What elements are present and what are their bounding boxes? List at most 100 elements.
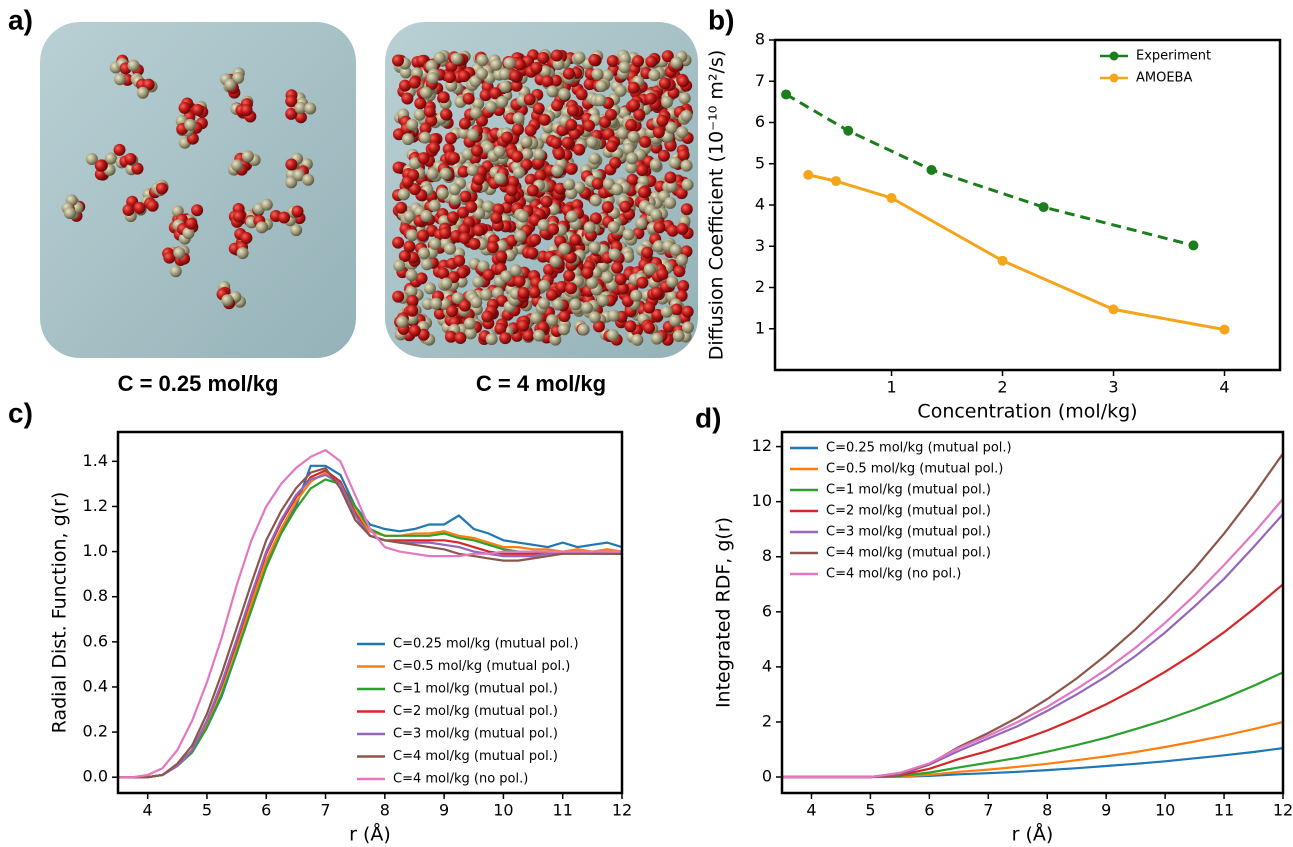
atom (664, 196, 677, 209)
atom (185, 217, 198, 230)
atom (232, 210, 245, 223)
legend-label: C=1 mol/kg (mutual pol.) (393, 682, 558, 697)
atom (512, 112, 525, 125)
atom (660, 96, 673, 109)
atom (558, 310, 571, 323)
atom (543, 263, 556, 276)
atom (63, 207, 76, 220)
atom (122, 203, 135, 216)
atom (660, 305, 673, 318)
series-line (782, 583, 1284, 779)
atom (558, 88, 571, 101)
atom (606, 54, 619, 67)
atom (401, 92, 414, 105)
atom (457, 165, 470, 178)
atom (509, 264, 522, 277)
atom (524, 173, 537, 186)
atom (664, 171, 677, 184)
atom (464, 327, 477, 340)
atom (94, 159, 107, 172)
atom (428, 141, 441, 154)
series-line (782, 747, 1284, 779)
atom (405, 269, 418, 282)
atom (577, 323, 590, 336)
y-tick-label: 0 (762, 767, 772, 786)
atom (512, 166, 525, 179)
atom (433, 51, 446, 64)
atom (604, 108, 617, 121)
atom (440, 277, 453, 290)
atom (458, 117, 471, 130)
solvent-box (40, 22, 356, 358)
atom (539, 65, 552, 78)
atom (503, 57, 516, 70)
panel-label: a) (8, 4, 33, 35)
legend-label: C=2 mol/kg (mutual pol.) (826, 504, 991, 519)
x-tick-label: 4 (806, 801, 816, 820)
series-line (782, 498, 1284, 779)
atom (392, 54, 405, 67)
atom (551, 164, 564, 177)
x-tick-label: 7 (983, 801, 993, 820)
atom (626, 173, 639, 186)
atom (420, 86, 433, 99)
atom (463, 317, 476, 330)
atom (534, 169, 547, 182)
atom (644, 92, 657, 105)
atom (573, 143, 586, 156)
legend-label: C=4 mol/kg (mutual pol.) (393, 749, 558, 764)
atom (677, 148, 690, 161)
atom (472, 97, 485, 110)
atom (680, 109, 693, 122)
legend-label: C=3 mol/kg (mutual pol.) (393, 727, 558, 742)
y-tick-label: 10 (752, 491, 772, 510)
atom (594, 94, 607, 107)
atom (466, 128, 479, 141)
atom (616, 282, 629, 295)
x-tick-label: 5 (202, 801, 212, 820)
atom (630, 289, 643, 302)
atom (184, 118, 197, 131)
x-tick-label: 7 (320, 801, 330, 820)
atom (302, 173, 315, 186)
atom (670, 56, 683, 69)
atom (637, 186, 650, 199)
atom (240, 231, 253, 244)
atom (554, 182, 567, 195)
atom (626, 152, 639, 165)
atom (417, 247, 430, 260)
atom (191, 103, 204, 116)
atom (513, 58, 526, 71)
atom (631, 333, 644, 346)
atom (285, 176, 298, 189)
atom (595, 79, 608, 92)
y-tick-label: 0.4 (83, 676, 108, 695)
atom (447, 152, 460, 165)
atom (547, 223, 560, 236)
atom (437, 267, 450, 280)
atom (573, 51, 586, 64)
atom (426, 167, 439, 180)
atom (581, 266, 594, 279)
atom (680, 159, 693, 172)
atom (606, 329, 619, 342)
atom (520, 135, 533, 148)
atom (648, 69, 661, 82)
atom (524, 124, 537, 137)
atom (182, 227, 195, 240)
atom (618, 52, 631, 65)
atom (505, 184, 518, 197)
atom (589, 194, 602, 207)
atom (453, 254, 466, 267)
atom (521, 148, 534, 161)
atom (399, 66, 412, 79)
x-tick-label: 12 (612, 801, 632, 820)
atom (406, 229, 419, 242)
atom (565, 162, 578, 175)
atom (85, 153, 98, 166)
data-point (1188, 240, 1199, 251)
legend-label: C=2 mol/kg (mutual pol.) (393, 704, 558, 719)
atom (661, 50, 674, 63)
atom (440, 108, 453, 121)
